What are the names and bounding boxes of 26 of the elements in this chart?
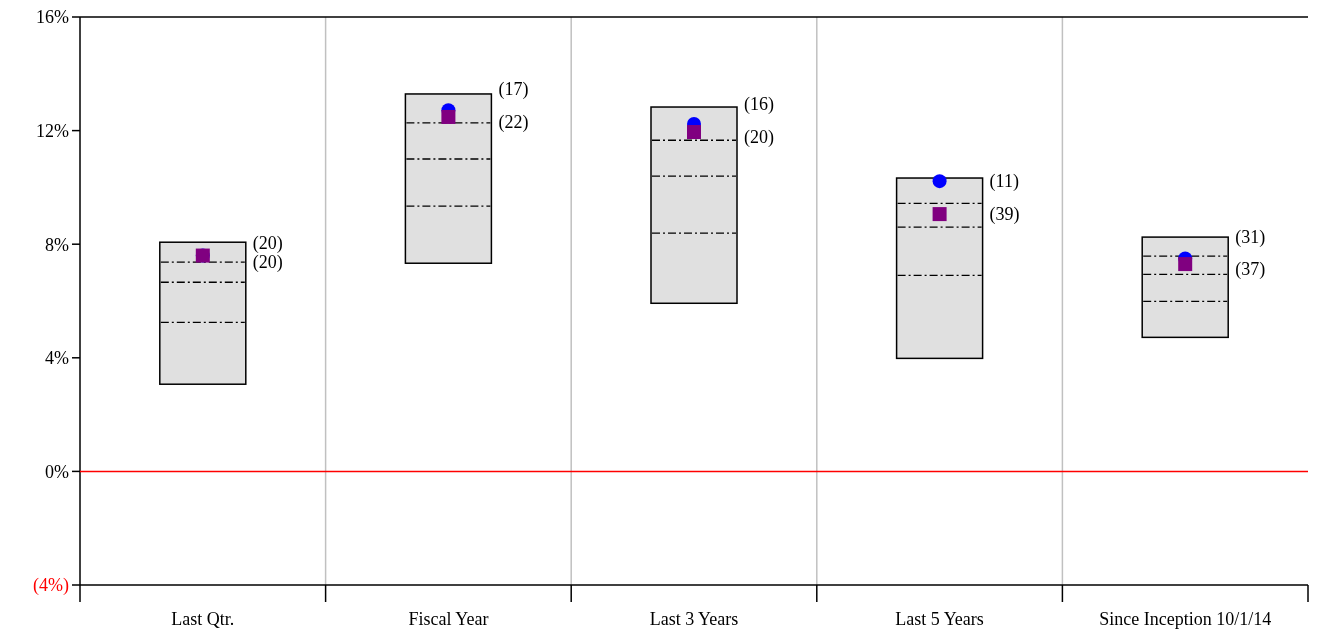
annotation: (20) <box>744 127 774 149</box>
annotation: (17) <box>498 79 529 101</box>
y-tick-label: 16% <box>36 7 69 28</box>
annotation: (20) <box>252 232 283 254</box>
annotation: (31) <box>1235 227 1266 249</box>
annotation: (37) <box>1235 259 1266 281</box>
point <box>441 109 456 124</box>
x-tick-label: Last 3 Years <box>649 609 739 629</box>
x-tick-label: Since Inception 10/1/14 <box>1099 609 1272 629</box>
x-tick-label: Last Qtr. <box>171 609 235 629</box>
annotation: (22) <box>498 111 529 133</box>
y-tick-label: 8% <box>45 234 69 255</box>
x-tick-label: Fiscal Year <box>408 609 489 629</box>
annotation: (20) <box>252 252 283 274</box>
y-tick-label: 0% <box>45 461 69 482</box>
x-tick-label: Last 5 Years <box>895 609 984 629</box>
annotation: (39) <box>989 204 1020 226</box>
annotation: (11) <box>989 171 1019 193</box>
y-tick-label: (4%) <box>33 575 69 597</box>
y-tick-label: 12% <box>36 120 69 141</box>
y-tick-label: 4% <box>45 348 69 369</box>
annotation: (16) <box>744 94 774 116</box>
point <box>932 174 947 189</box>
point <box>932 207 947 222</box>
point <box>687 125 701 140</box>
point <box>1178 257 1193 272</box>
